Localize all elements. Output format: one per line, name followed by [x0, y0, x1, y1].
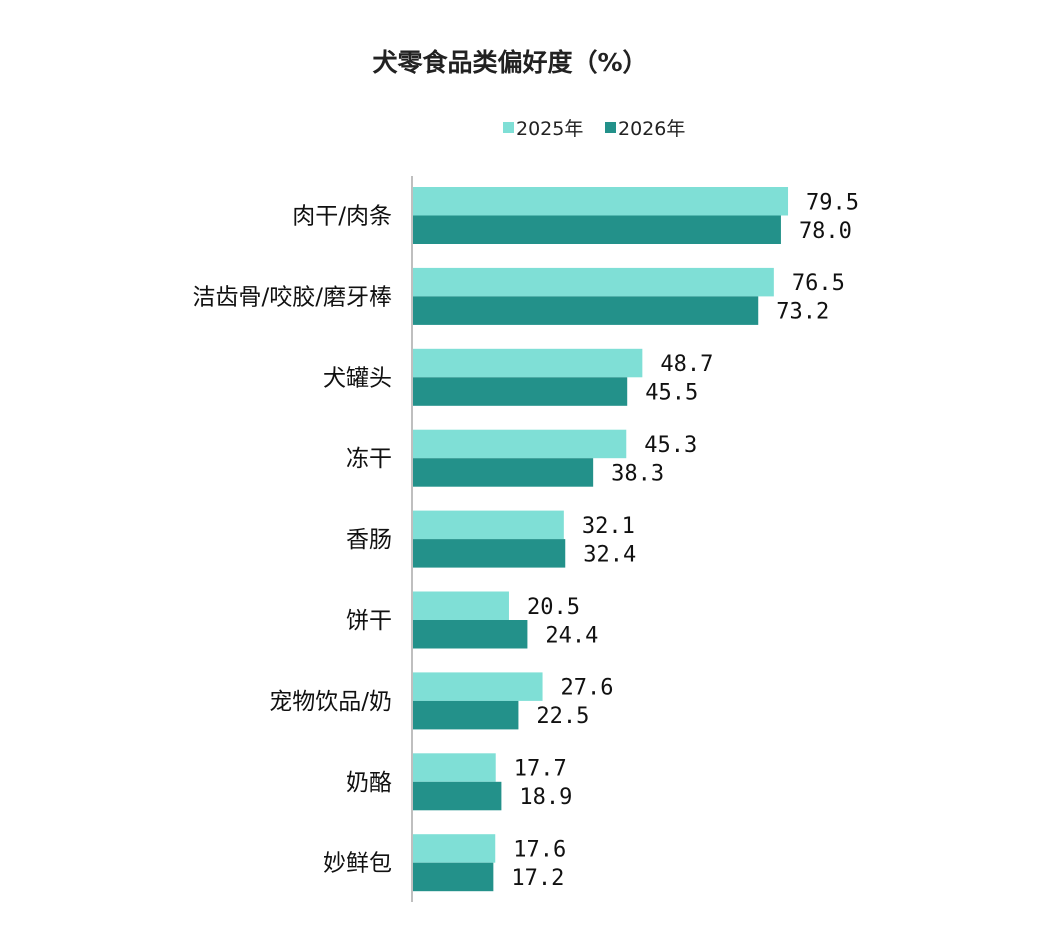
bar-2026: [412, 620, 528, 649]
bar-2026: [412, 458, 594, 487]
legend-swatch-2: [605, 122, 616, 133]
bar-2026: [412, 377, 628, 406]
bar-2025: [412, 753, 496, 782]
category-label: 犬罐头: [323, 365, 392, 391]
value-label: 32.4: [583, 542, 636, 567]
value-label: 78.0: [799, 219, 852, 244]
value-label: 24.4: [545, 623, 598, 648]
value-label: 79.5: [806, 190, 859, 215]
value-label: 22.5: [536, 704, 589, 729]
legend-swatch-1: [503, 122, 514, 133]
category-label: 肉干/肉条: [292, 204, 392, 230]
chart-title: 犬零食品类偏好度（%）: [372, 48, 647, 77]
value-label: 20.5: [527, 595, 580, 620]
legend-label-2: 2026年: [618, 118, 685, 140]
bar-2026: [412, 539, 566, 568]
category-label: 饼干: [346, 608, 392, 634]
bars-group: [412, 187, 789, 892]
bar-2025: [412, 591, 509, 620]
value-label: 45.3: [644, 433, 697, 458]
bar-2025: [412, 510, 564, 540]
value-label: 17.6: [513, 837, 566, 862]
category-label: 宠物饮品/奶: [269, 689, 392, 715]
bar-2026: [412, 215, 781, 244]
category-label: 洁齿骨/咬胶/磨牙棒: [193, 284, 393, 310]
value-label: 76.5: [792, 271, 845, 296]
bar-2025: [412, 187, 789, 216]
legend: 2025年 2026年: [503, 118, 685, 140]
bar-2026: [412, 700, 519, 730]
value-label: 45.5: [645, 381, 698, 406]
bar-2026: [412, 296, 759, 325]
bar-2026: [412, 862, 494, 892]
bar-2026: [412, 781, 502, 811]
bar-2025: [412, 348, 643, 378]
value-label: 38.3: [611, 461, 664, 486]
bar-2025: [412, 429, 627, 459]
category-label: 香肠: [346, 527, 392, 553]
value-label: 18.9: [519, 785, 572, 810]
category-label: 奶酪: [346, 770, 392, 796]
bar-2025: [412, 672, 543, 701]
value-label: 27.6: [561, 676, 614, 701]
legend-label-1: 2025年: [516, 118, 583, 140]
value-label: 73.2: [776, 300, 829, 325]
value-label: 32.1: [582, 514, 635, 539]
value-label: 17.2: [511, 866, 564, 891]
value-labels: 79.5 78.0 76.5 73.2 48.7 45.5 45.3 38.3 32.1 32.4…: [511, 190, 859, 891]
bar-2025: [412, 267, 774, 297]
value-label: 48.7: [660, 352, 713, 377]
value-label: 17.7: [514, 757, 567, 782]
category-label: 妙鲜包: [323, 851, 392, 877]
bar-2025: [412, 834, 496, 863]
category-label: 冻干: [346, 446, 392, 472]
